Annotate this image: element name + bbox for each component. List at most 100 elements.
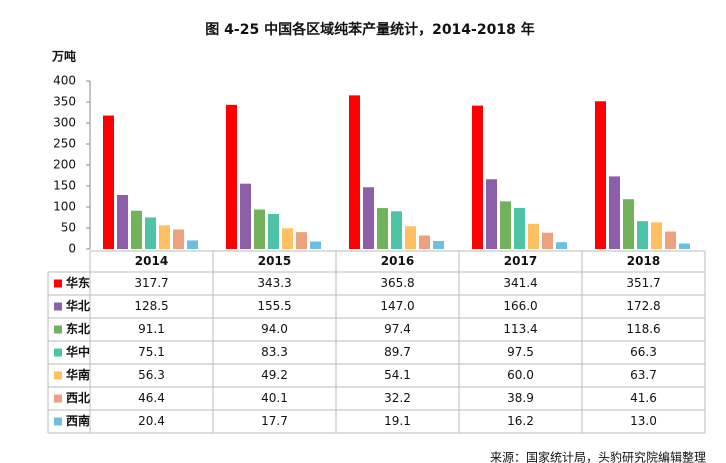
bar bbox=[391, 211, 402, 249]
table-cell: 38.9 bbox=[507, 391, 534, 405]
legend-label: 华北 bbox=[66, 298, 90, 313]
legend-label: 西北 bbox=[66, 390, 90, 405]
table-cell: 16.2 bbox=[507, 414, 534, 428]
legend-swatch bbox=[54, 279, 62, 288]
table-cell: 56.3 bbox=[138, 368, 165, 382]
table-cell: 46.4 bbox=[138, 391, 165, 405]
legend-swatch bbox=[54, 348, 62, 357]
table-cell: 97.4 bbox=[384, 322, 411, 336]
bar bbox=[486, 179, 497, 249]
bar bbox=[282, 228, 293, 249]
bar bbox=[595, 101, 606, 249]
legend-swatch bbox=[54, 394, 62, 403]
bar bbox=[159, 225, 170, 249]
bar bbox=[131, 210, 142, 249]
bar bbox=[528, 223, 539, 249]
y-tick-label: 200 bbox=[53, 158, 76, 172]
table-cell: 54.1 bbox=[384, 368, 411, 382]
table-cell: 89.7 bbox=[384, 345, 411, 359]
bar bbox=[542, 232, 553, 249]
bar bbox=[349, 95, 360, 249]
bar bbox=[679, 243, 690, 249]
table-cell: 66.3 bbox=[630, 345, 657, 359]
bar bbox=[268, 214, 279, 249]
y-tick-label: 400 bbox=[53, 74, 76, 88]
table-cell: 91.1 bbox=[138, 322, 165, 336]
y-axis-label: 万吨 bbox=[51, 49, 76, 64]
bar bbox=[187, 240, 198, 249]
table-cell: 20.4 bbox=[138, 414, 165, 428]
table-cell: 155.5 bbox=[257, 299, 291, 313]
bar bbox=[623, 199, 634, 249]
table-cell: 60.0 bbox=[507, 368, 534, 382]
bar bbox=[500, 201, 511, 249]
table-cell: 49.2 bbox=[261, 368, 288, 382]
table-cell: 83.3 bbox=[261, 345, 288, 359]
table-cell: 128.5 bbox=[134, 299, 168, 313]
table-cell: 341.4 bbox=[503, 276, 537, 290]
table-cell: 75.1 bbox=[138, 345, 165, 359]
x-tick-label: 2018 bbox=[627, 254, 660, 268]
table-cell: 32.2 bbox=[384, 391, 411, 405]
table-cell: 365.8 bbox=[380, 276, 414, 290]
y-tick-label: 150 bbox=[53, 179, 76, 193]
legend-label: 华南 bbox=[66, 367, 90, 382]
table-cell: 17.7 bbox=[261, 414, 288, 428]
bar bbox=[472, 105, 483, 249]
table-cell: 166.0 bbox=[503, 299, 537, 313]
x-tick-label: 2017 bbox=[504, 254, 537, 268]
bar bbox=[405, 226, 416, 249]
legend-label: 华东 bbox=[66, 275, 90, 290]
legend-label: 华中 bbox=[66, 344, 90, 359]
legend-label: 西南 bbox=[66, 413, 90, 428]
bar bbox=[556, 242, 567, 249]
bar bbox=[226, 104, 237, 250]
x-tick-label: 2014 bbox=[135, 254, 168, 268]
y-tick-label: 0 bbox=[68, 242, 76, 256]
bar bbox=[117, 195, 128, 249]
y-tick-label: 350 bbox=[53, 95, 76, 109]
table-cell: 40.1 bbox=[261, 391, 288, 405]
table-cell: 351.7 bbox=[626, 276, 660, 290]
bar bbox=[433, 240, 444, 249]
y-tick-label: 100 bbox=[53, 200, 76, 214]
y-tick-label: 250 bbox=[53, 137, 76, 151]
table-cell: 113.4 bbox=[503, 322, 537, 336]
table-cell: 19.1 bbox=[384, 414, 411, 428]
bar bbox=[377, 208, 388, 249]
table-cell: 317.7 bbox=[134, 276, 168, 290]
chart-title: 图 4-25 中国各区域纯苯产量统计，2014-2018 年 bbox=[205, 21, 534, 38]
bar bbox=[609, 176, 620, 249]
bar bbox=[514, 208, 525, 249]
legend-swatch bbox=[54, 325, 62, 334]
bar bbox=[145, 217, 156, 249]
legend-label: 东北 bbox=[66, 321, 90, 336]
bar bbox=[240, 183, 251, 249]
table-cell: 147.0 bbox=[380, 299, 414, 313]
bar bbox=[310, 241, 321, 249]
table-cell: 343.3 bbox=[257, 276, 291, 290]
bar bbox=[173, 229, 184, 249]
table-cell: 94.0 bbox=[261, 322, 288, 336]
bar bbox=[254, 209, 265, 249]
legend-swatch bbox=[54, 417, 62, 426]
bar bbox=[103, 115, 114, 249]
x-tick-label: 2015 bbox=[258, 254, 291, 268]
table-cell: 118.6 bbox=[626, 322, 660, 336]
bar bbox=[363, 187, 374, 249]
table-cell: 97.5 bbox=[507, 345, 534, 359]
bar bbox=[419, 235, 430, 249]
legend-swatch bbox=[54, 371, 62, 380]
legend-swatch bbox=[54, 302, 62, 311]
y-tick-label: 50 bbox=[61, 221, 76, 235]
table-cell: 13.0 bbox=[630, 414, 657, 428]
bar bbox=[296, 232, 307, 249]
table-cell: 63.7 bbox=[630, 368, 657, 382]
bar bbox=[651, 222, 662, 249]
bar bbox=[637, 221, 648, 249]
table-cell: 41.6 bbox=[630, 391, 657, 405]
bar bbox=[665, 231, 676, 249]
table-cell: 172.8 bbox=[626, 299, 660, 313]
y-tick-label: 300 bbox=[53, 116, 76, 130]
